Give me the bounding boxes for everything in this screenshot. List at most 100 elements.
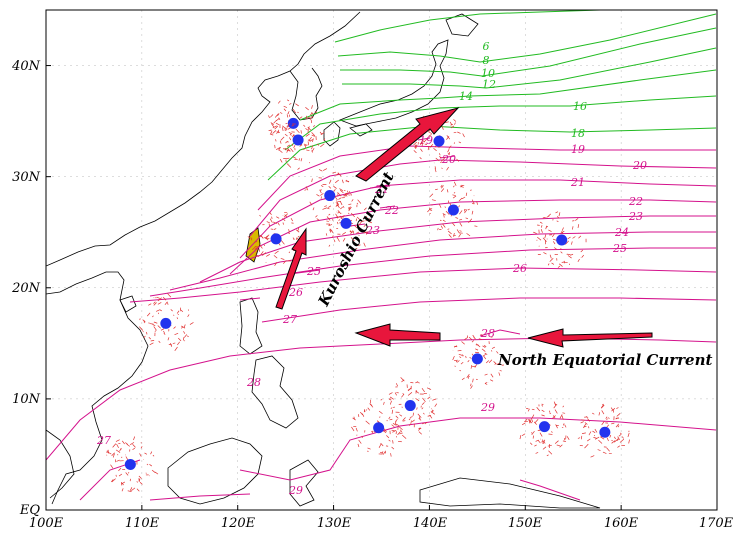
eddy-track-segment [542,446,547,450]
eddy-track-segment [269,212,272,215]
eddy-track-segment [455,359,458,363]
japan-shikoku [349,123,373,137]
y-tick-10n: 10N [12,392,41,407]
eddy-track-segment [158,340,161,343]
eddy-track-segment [189,322,194,325]
japan-honshu [338,39,449,127]
eddy-track-segment [312,138,314,143]
eddy-track-segment [156,309,161,312]
eddy-track-segment [488,359,493,363]
eddy-track-segment [254,241,258,243]
eddy-track-segment [326,207,330,210]
eddy-track-segment [139,482,143,485]
eddy-track-segment [297,227,300,231]
hainan [119,295,137,313]
eddy-track-segment [140,446,143,449]
eddy-track-segment [380,442,384,447]
eddy-track-segment [148,336,152,340]
eddy-track-segment [419,157,422,160]
eddy-track-segment [554,409,558,414]
eddy-track-segment [432,398,437,401]
eddy-track-segment [433,147,437,152]
eddy-track-segment [389,418,393,421]
eddy-track-segment [286,144,291,147]
eddy-track-segment [458,218,463,221]
eddy-track-segment [602,451,607,454]
eddy-track-segment [338,219,341,222]
eddy-track-segment [278,146,281,151]
eddy-track-segment [342,205,345,208]
eddy-track-segment [138,475,142,479]
eddy-track-segment [601,410,605,415]
x-tick-140e: 140E [413,516,448,531]
eddy-track-segment [332,171,337,174]
eddy-track-segment [424,421,428,425]
eddy-track-segment [391,409,394,414]
eddy-track-segment [497,362,501,365]
eddy-track-segment [139,318,141,321]
eddy-track-segment [351,199,354,202]
eddy-track-segment [490,373,494,378]
eddy-track-segment [470,383,472,387]
eddy-track-segment [570,253,574,256]
eddy-track-segment [144,452,148,455]
eddy-cluster [269,112,326,170]
eddy-track-segment [551,262,555,265]
eddy-track-segment [292,156,297,159]
isotherm-label-27: 27 [282,313,297,326]
eddy-track-segment [611,408,616,412]
eddy-track-segment [441,167,443,169]
eddy-track-segment [429,193,434,197]
eddy-track-segment [429,208,433,211]
eddy-track-segment [287,111,290,115]
eddy-cluster [533,211,587,268]
eddy-track-segment [381,451,384,454]
eddy-track-segment [360,220,365,223]
eddy-track-segment [464,337,469,340]
eddy-track-segment [269,218,273,223]
eddy-track-segment [554,440,559,444]
eddy-track-segment [152,324,156,326]
eddy-track-segment [274,250,279,254]
eddy-track-segment [279,158,283,163]
eddy-track-segment [122,440,125,445]
eddy-track-segment [262,252,267,256]
gridlines [45,10,718,511]
eddy-track-segment [617,425,620,428]
eddy-track-segment [274,113,279,118]
eddy-track-segment [567,255,572,259]
isotherm-label-21: 21 [374,183,389,196]
eddy-track-segment [322,207,327,210]
eddy-track-segment [391,429,396,432]
eddy-track-segment [139,326,144,331]
eddy-track-segment [461,377,465,381]
isotherm-label-26: 26 [512,262,527,275]
eddy-track-segment [298,158,300,161]
eddy-track-segment [475,351,480,354]
eddy-track-segment [561,261,565,263]
eddy-track-segment [125,456,129,461]
isotherm-16 [284,95,717,151]
eddy-track-segment [279,140,282,144]
eddy-track-segment [146,463,149,466]
eddy-track-segment [473,337,476,340]
eddy-track-segment [446,136,450,140]
eddy-track-segment [259,234,264,239]
eddy-track-segment [337,211,341,214]
eddy-track-segment [458,205,460,208]
eddy-track-segment [338,197,342,200]
eddy-track-segment [337,192,342,197]
eddy-track-segment [450,124,453,126]
eddy-track-segment [537,236,542,241]
isotherm-28 [479,329,521,337]
isotherm-23 [349,223,366,227]
eddy-track-segment [152,315,154,318]
eddy-track-segment [614,436,616,440]
eddy-track-segment [126,443,131,447]
eddy-track-segment [437,227,439,231]
eddy-track-segment [558,212,561,217]
eddy-track-segment [268,223,270,227]
eddy-track-segment [324,205,327,207]
eddy-track-segment [458,197,463,202]
eddy-track-segment [440,188,445,193]
